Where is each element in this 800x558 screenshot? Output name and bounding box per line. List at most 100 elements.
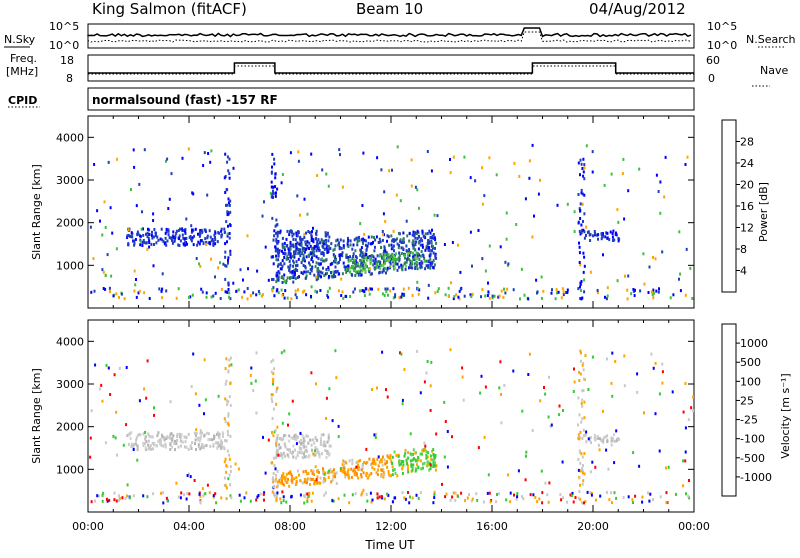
scatter-cell — [285, 500, 288, 504]
scatter-cell — [353, 260, 356, 264]
scatter-cell — [275, 456, 278, 460]
scatter-cell — [582, 361, 585, 365]
scatter-cell — [352, 243, 355, 247]
scatter-cell — [272, 407, 275, 411]
scatter-cell — [227, 169, 230, 173]
scatter-cell — [581, 469, 584, 473]
scatter-cell — [597, 443, 600, 447]
scatter-cell — [223, 460, 226, 464]
scatter-cell — [358, 468, 361, 471]
scatter-cell — [372, 457, 375, 461]
scatter-cell — [316, 447, 319, 451]
scatter-cell — [304, 241, 307, 245]
scatter-cell — [295, 480, 298, 484]
nsky-tick-bottom: 10^0 — [49, 39, 79, 52]
scatter-cell — [519, 297, 521, 301]
scatter-cell — [373, 249, 376, 253]
scatter-cell — [642, 252, 645, 256]
scatter-cell — [211, 438, 214, 442]
scatter-cell — [663, 195, 666, 199]
scatter-cell — [351, 247, 354, 251]
scatter-cell — [289, 229, 292, 233]
scatter-cell — [449, 348, 452, 352]
scatter-cell — [140, 240, 143, 244]
scatter-cell — [368, 255, 371, 258]
scatter-cell — [325, 172, 328, 176]
x-tick-label: 04:00 — [173, 520, 205, 533]
scatter-cell — [289, 471, 292, 475]
scatter-cell — [325, 416, 327, 420]
scatter-cell — [220, 229, 223, 233]
scatter-cell — [381, 292, 384, 296]
scatter-cell — [573, 210, 576, 214]
scatter-cell — [422, 448, 425, 452]
scatter-cell — [449, 171, 452, 175]
scatter-cell — [318, 453, 321, 457]
scatter-cell — [303, 480, 306, 484]
scatter-cell — [458, 297, 461, 301]
scatter-cell — [369, 256, 372, 260]
scatter-cell — [329, 468, 332, 472]
scatter-cell — [469, 176, 472, 180]
scatter-cell — [229, 224, 232, 227]
scatter-cell — [324, 234, 327, 238]
scatter-cell — [318, 455, 321, 459]
scatter-cell — [308, 241, 311, 245]
scatter-cell — [376, 156, 379, 160]
scatter-cell — [580, 162, 583, 166]
scatter-cell — [579, 285, 581, 289]
scatter-cell — [190, 385, 193, 389]
x-axis-label: Time UT — [364, 538, 415, 552]
scatter-cell — [489, 500, 492, 504]
scatter-cell — [416, 349, 419, 353]
scatter-cell — [252, 389, 255, 392]
scatter-cell — [509, 491, 512, 495]
scatter-cell — [289, 247, 292, 251]
scatter-cell — [338, 241, 341, 245]
scatter-cell — [412, 246, 415, 250]
scatter-cell — [102, 287, 105, 290]
scatter-cell — [386, 266, 389, 270]
scatter-cell — [340, 294, 343, 297]
scatter-cell — [664, 155, 667, 159]
scatter-cell — [311, 448, 313, 452]
scatter-cell — [389, 254, 392, 258]
scatter-cell — [403, 368, 406, 371]
scatter-cell — [582, 228, 585, 232]
scatter-cell — [279, 446, 282, 450]
scatter-cell — [176, 439, 178, 442]
scatter-cell — [648, 265, 651, 269]
scatter-cell — [404, 256, 407, 260]
scatter-cell — [610, 491, 613, 495]
scatter-cell — [296, 453, 299, 457]
scatter-cell — [425, 264, 428, 268]
scatter-cell — [263, 498, 265, 502]
scatter-cell — [255, 411, 258, 415]
scatter-cell — [297, 159, 300, 163]
scatter-cell — [310, 269, 313, 273]
scatter-cell — [433, 461, 436, 465]
scatter-cell — [561, 460, 564, 464]
scatter-cell — [115, 410, 118, 414]
scatter-cell — [286, 481, 289, 485]
scatter-cell — [108, 286, 111, 290]
scatter-cell — [376, 265, 379, 269]
colorbar-tick-label: 16 — [740, 200, 754, 213]
scatter-cell — [650, 352, 653, 356]
scatter-cell — [452, 155, 455, 159]
scatter-cell — [260, 294, 263, 298]
scatter-cell — [293, 251, 296, 255]
scatter-cell — [281, 479, 283, 483]
scatter-cell — [271, 195, 274, 199]
scatter-cell — [407, 250, 410, 254]
scatter-cell — [327, 295, 330, 299]
scatter-cell — [377, 468, 379, 472]
scatter-cell — [199, 264, 202, 268]
scatter-cell — [560, 296, 563, 300]
scatter-cell — [156, 434, 159, 438]
scatter-cell — [227, 259, 229, 262]
scatter-cell — [295, 442, 298, 446]
scatter-cell — [415, 240, 418, 244]
scatter-cell — [583, 278, 586, 282]
scatter-cell — [343, 468, 346, 472]
